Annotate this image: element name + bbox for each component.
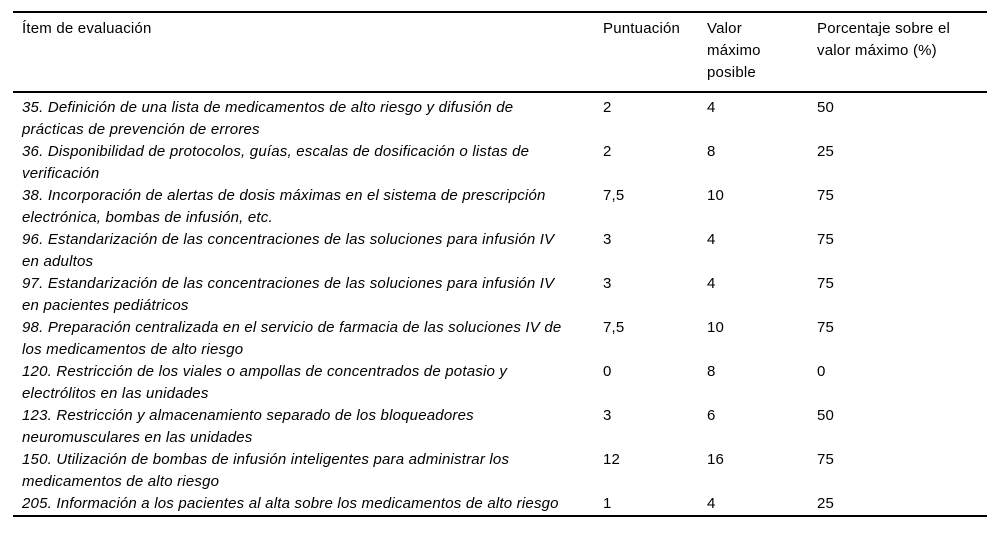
item-de-evaluacion-cell: 120. Restricción de los viales o ampolla…	[22, 363, 508, 402]
porcentaje-sobre-valor-maximo-cell: 75	[817, 319, 835, 336]
puntuacion-cell: 2	[603, 143, 612, 160]
valor-maximo-posible-cell: 10	[707, 319, 725, 336]
valor-maximo-posible-cell: 4	[707, 231, 716, 248]
column-header-item-de-evaluacion: Ítem de evaluación	[13, 12, 603, 93]
table-body: 35. Definición de una lista de medicamen…	[13, 92, 987, 516]
table-row: 150. Utilización de bombas de infusión i…	[13, 449, 987, 493]
porcentaje-sobre-valor-maximo-cell: 75	[817, 451, 835, 468]
table-header: Ítem de evaluación Puntuación Valor máxi…	[13, 12, 987, 93]
table-row: 96. Estandarización de las concentracion…	[13, 229, 987, 273]
valor-maximo-posible-cell: 16	[707, 451, 725, 468]
item-de-evaluacion-cell: 96. Estandarización de las concentracion…	[22, 231, 555, 270]
column-header-valor-maximo-posible: Valor máximo posible	[707, 12, 817, 93]
puntuacion-cell: 7,5	[603, 319, 625, 336]
item-de-evaluacion-cell: 123. Restricción y almacenamiento separa…	[22, 407, 474, 446]
valor-maximo-posible-cell: 8	[707, 363, 716, 380]
table-row: 36. Disponibilidad de protocolos, guías,…	[13, 141, 987, 185]
porcentaje-sobre-valor-maximo-cell: 75	[817, 187, 835, 204]
item-de-evaluacion-cell: 97. Estandarización de las concentracion…	[22, 275, 555, 314]
valor-maximo-posible-cell: 8	[707, 143, 716, 160]
evaluation-table: Ítem de evaluación Puntuación Valor máxi…	[13, 11, 987, 517]
puntuacion-cell: 3	[603, 231, 612, 248]
puntuacion-cell: 1	[603, 495, 612, 512]
porcentaje-sobre-valor-maximo-cell: 50	[817, 407, 835, 424]
puntuacion-cell: 12	[603, 451, 621, 468]
porcentaje-sobre-valor-maximo-cell: 25	[817, 495, 835, 512]
item-de-evaluacion-cell: 98. Preparación centralizada en el servi…	[22, 319, 562, 358]
valor-maximo-posible-cell: 6	[707, 407, 716, 424]
table-row: 35. Definición de una lista de medicamen…	[13, 92, 987, 141]
column-header-porcentaje-valor-maximo: Porcentaje sobre el valor máximo (%)	[817, 12, 987, 93]
item-de-evaluacion-cell: 35. Definición de una lista de medicamen…	[22, 99, 514, 138]
item-de-evaluacion-cell: 38. Incorporación de alertas de dosis má…	[22, 187, 546, 226]
table-row: 205. Información a los pacientes al alta…	[13, 493, 987, 516]
item-de-evaluacion-cell: 36. Disponibilidad de protocolos, guías,…	[22, 143, 530, 182]
table-row: 123. Restricción y almacenamiento separa…	[13, 405, 987, 449]
puntuacion-cell: 3	[603, 407, 612, 424]
valor-maximo-posible-cell: 4	[707, 495, 716, 512]
puntuacion-cell: 3	[603, 275, 612, 292]
porcentaje-sobre-valor-maximo-cell: 50	[817, 99, 835, 116]
porcentaje-sobre-valor-maximo-cell: 75	[817, 275, 835, 292]
porcentaje-sobre-valor-maximo-cell: 75	[817, 231, 835, 248]
table-row: 98. Preparación centralizada en el servi…	[13, 317, 987, 361]
puntuacion-cell: 7,5	[603, 187, 625, 204]
table-row: 120. Restricción de los viales o ampolla…	[13, 361, 987, 405]
valor-maximo-posible-cell: 4	[707, 275, 716, 292]
puntuacion-cell: 0	[603, 363, 612, 380]
item-de-evaluacion-cell: 150. Utilización de bombas de infusión i…	[22, 451, 510, 490]
table-header-row: Ítem de evaluación Puntuación Valor máxi…	[13, 12, 987, 93]
table-row: 97. Estandarización de las concentracion…	[13, 273, 987, 317]
valor-maximo-posible-cell: 4	[707, 99, 716, 116]
table-row: 38. Incorporación de alertas de dosis má…	[13, 185, 987, 229]
puntuacion-cell: 2	[603, 99, 612, 116]
porcentaje-sobre-valor-maximo-cell: 0	[817, 363, 826, 380]
porcentaje-sobre-valor-maximo-cell: 25	[817, 143, 835, 160]
column-header-puntuacion: Puntuación	[603, 12, 707, 93]
item-de-evaluacion-cell: 205. Información a los pacientes al alta…	[22, 495, 559, 512]
valor-maximo-posible-cell: 10	[707, 187, 725, 204]
